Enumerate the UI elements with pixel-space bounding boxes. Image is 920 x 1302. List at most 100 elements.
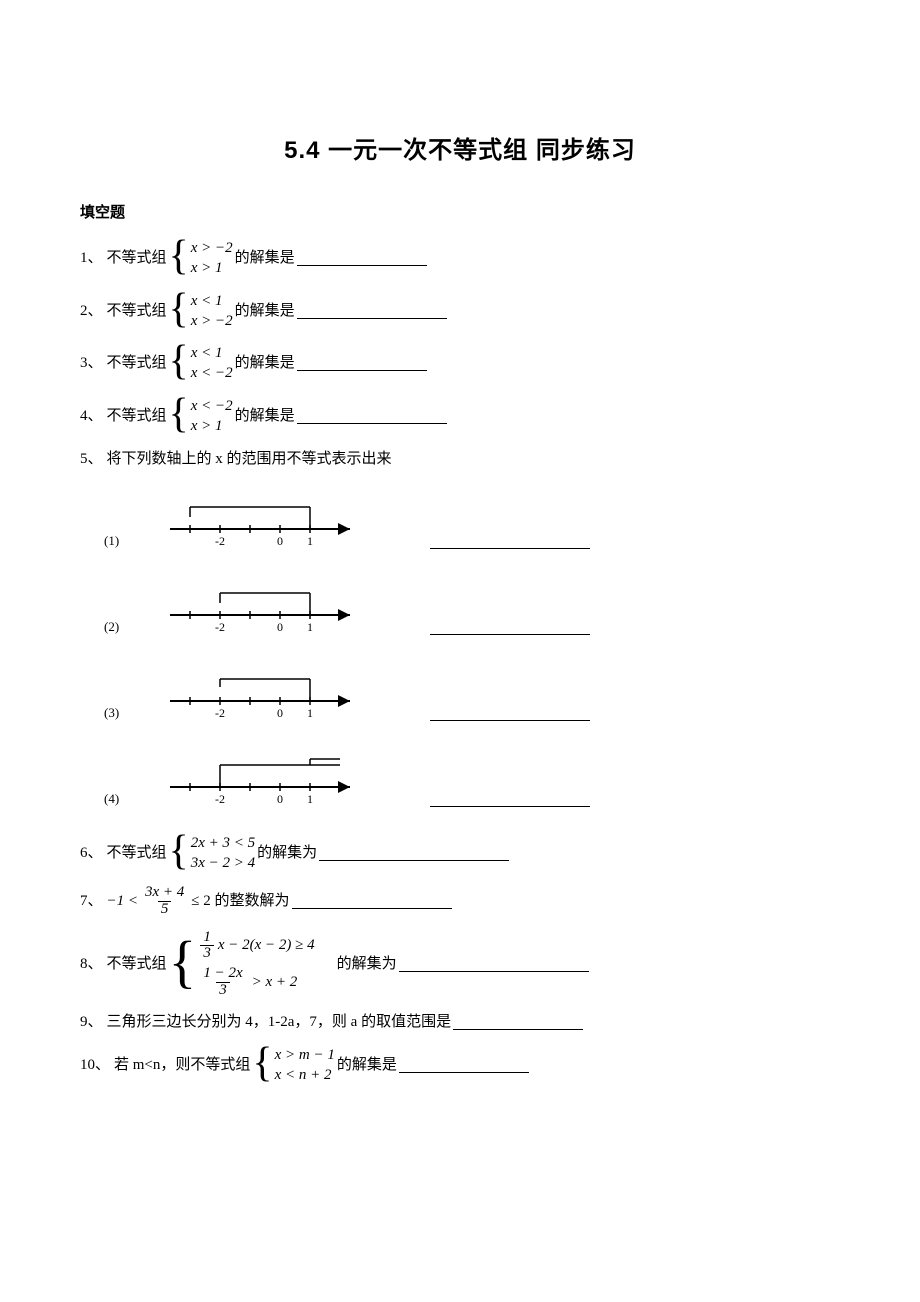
page-title: 5.4 一元一次不等式组 同步练习 [80,130,840,165]
svg-text:1: 1 [307,792,313,806]
ineq-line: x > −2 [191,311,233,331]
ineq-line: x < −2 [191,363,233,383]
diagram-label: (4) [104,791,130,807]
q-number: 1、 [80,247,103,270]
fraction-numerator: 1 − 2x [200,966,245,982]
left-brace-icon: { [252,1043,272,1083]
q-number: 8、 [80,953,103,976]
ineq-line: x > 1 [191,258,233,278]
diagram-row: (3)-201 [80,661,840,721]
ineq-line: x < n + 2 [275,1065,335,1085]
question-4: 4、 不等式组 { x < −2 x > 1 的解集是 [80,396,840,437]
q-pre: −1 < [107,890,139,913]
brace-system: { 2x + 3 < 5 3x − 2 > 4 [169,833,256,874]
svg-text:-2: -2 [215,620,225,634]
ineq-rest: x − 2(x − 2) ≥ 4 [218,938,315,953]
q-number: 10、 [80,1054,110,1077]
ineq-line: x > m − 1 [275,1045,335,1065]
svg-text:-2: -2 [215,792,225,806]
q-lead: 不等式组 [107,405,167,428]
q-number: 4、 [80,405,103,428]
left-brace-icon: { [169,932,197,992]
svg-text:0: 0 [277,792,283,806]
number-line-icon: -2 0 1 [150,747,370,807]
question-6: 6、 不等式组 { 2x + 3 < 5 3x − 2 > 4 的解集为 [80,833,840,874]
fraction-numerator: 1 [200,930,214,946]
diagram-label: (1) [104,533,130,549]
number-line-diagrams: (1)-201(2)-201(3)-201(4)-201 [80,489,840,807]
q-post: ≤ 2 的整数解为 [191,890,289,913]
q-tail: 的解集是 [235,352,295,375]
number-line-icon: -201 [150,661,370,721]
svg-text:1: 1 [307,534,313,548]
ineq-line: 2x + 3 < 5 [191,833,255,853]
fraction: 1 3 [200,930,214,963]
answer-blank[interactable] [297,250,427,266]
svg-text:-2: -2 [215,706,225,720]
question-2: 2、 不等式组 { x < 1 x > −2 的解集是 [80,291,840,332]
q-lead: 不等式组 [107,842,167,865]
diagram-row: (2)-201 [80,575,840,635]
brace-system: { x < −2 x > 1 [169,396,233,437]
q-lead: 不等式组 [107,247,167,270]
q-number: 6、 [80,842,103,865]
section-heading: 填空题 [80,201,840,222]
fraction-denominator: 3 [200,945,214,962]
number-line-icon: -201 [150,575,370,635]
answer-blank[interactable] [297,355,427,371]
q-number: 9、 [80,1011,103,1034]
left-brace-icon: { [169,289,189,329]
question-9: 9、 三角形三边长分别为 4，1-2a，7，则 a 的取值范围是 [80,1011,840,1034]
svg-text:0: 0 [277,706,283,720]
answer-blank[interactable] [430,532,590,549]
brace-system: { x > m − 1 x < n + 2 [252,1045,334,1086]
fraction-numerator: 3x + 4 [142,885,187,901]
q-number: 3、 [80,352,103,375]
brace-system: { x > −2 x > 1 [169,238,233,279]
answer-blank[interactable] [292,893,452,909]
left-brace-icon: { [169,394,189,434]
ineq-line: x > −2 [191,238,233,258]
answer-blank[interactable] [430,790,590,807]
q-tail: 的解集是 [235,247,295,270]
left-brace-icon: { [169,831,189,871]
question-8: 8、 不等式组 { 1 3 x − 2(x − 2) ≥ 4 1 − 2x 3 [80,930,840,999]
question-10: 10、 若 m<n，则不等式组 { x > m − 1 x < n + 2 的解… [80,1045,840,1086]
ineq-line: x < −2 [191,396,233,416]
question-1: 1、 不等式组 { x > −2 x > 1 的解集是 [80,238,840,279]
svg-text:-2: -2 [215,534,225,548]
q-text: 将下列数轴上的 x 的范围用不等式表示出来 [107,448,392,471]
q-lead: 不等式组 [107,300,167,323]
left-brace-icon: { [169,341,189,381]
diagram-row: (4) -2 0 1 [80,747,840,807]
fraction: 1 − 2x 3 [200,966,245,999]
answer-blank[interactable] [399,1057,529,1073]
q-number: 2、 [80,300,103,323]
q-tail: 的解集是 [235,405,295,428]
q-tail: 的解集是 [235,300,295,323]
ineq-line: x < 1 [191,343,233,363]
ineq-line: x < 1 [191,291,233,311]
answer-blank[interactable] [319,845,509,861]
brace-system: { x < 1 x < −2 [169,343,233,384]
svg-text:0: 0 [277,534,283,548]
q-pre: 若 m<n，则不等式组 [114,1054,250,1077]
ineq-rest: > x + 2 [252,975,298,990]
q-lead: 不等式组 [107,352,167,375]
answer-blank[interactable] [453,1014,583,1030]
diagram-row: (1) -2 0 1 [80,489,840,549]
q-number: 7、 [80,890,103,913]
fraction-denominator: 5 [158,901,172,918]
answer-blank[interactable] [399,956,589,972]
left-brace-icon: { [169,236,189,276]
answer-blank[interactable] [297,303,447,319]
answer-blank[interactable] [297,408,447,424]
q-tail: 的解集为 [257,842,317,865]
svg-text:1: 1 [307,620,313,634]
question-7: 7、 −1 < 3x + 4 5 ≤ 2 的整数解为 [80,885,840,918]
answer-blank[interactable] [430,618,590,635]
fraction: 3x + 4 5 [142,885,187,918]
answer-blank[interactable] [430,704,590,721]
ineq-line: 3x − 2 > 4 [191,853,255,873]
q-text: 三角形三边长分别为 4，1-2a，7，则 a 的取值范围是 [107,1011,452,1034]
